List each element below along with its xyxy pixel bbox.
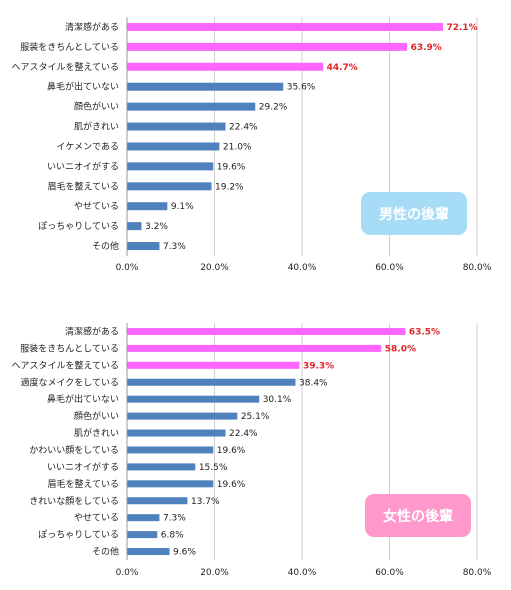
value-label: 38.4%: [299, 378, 328, 388]
chart-badge-female: [365, 494, 471, 537]
value-label: 58.0%: [385, 344, 416, 354]
bar: [127, 378, 296, 386]
value-label: 15.5%: [199, 463, 228, 473]
bar: [127, 446, 214, 454]
bar: [127, 344, 382, 352]
value-label: 22.4%: [229, 429, 258, 439]
category-label: 眉毛を整えている: [47, 478, 119, 490]
category-label: 清潔感がある: [65, 325, 119, 337]
chart-badge-label: 男性の後輩: [379, 206, 449, 223]
chart-badge-male: [361, 192, 467, 235]
bar: [127, 62, 324, 71]
x-tick-label: 60.0%: [375, 568, 404, 578]
x-tick-label: 80.0%: [463, 263, 492, 273]
value-label: 13.7%: [191, 497, 220, 507]
bar: [127, 102, 256, 111]
category-label: いいニオイがする: [47, 461, 119, 473]
bar: [127, 463, 196, 471]
value-label: 7.3%: [163, 242, 186, 252]
bar: [127, 395, 260, 403]
bar: [127, 531, 158, 539]
bar: [127, 22, 443, 31]
category-label: 肌がきれい: [74, 427, 119, 439]
category-label: その他: [92, 240, 119, 252]
value-label: 7.3%: [163, 514, 186, 524]
value-label: 30.1%: [263, 395, 292, 405]
bar: [127, 142, 220, 151]
value-label: 19.6%: [217, 162, 246, 172]
x-tick-label: 20.0%: [200, 568, 229, 578]
bar: [127, 429, 226, 437]
category-label: 鼻毛が出ていない: [47, 393, 119, 405]
female-junior-chart: 0.0% 20.0% 40.0% 60.0% 80.0% 清潔感がある 63.5% 服装をきち…: [11, 323, 492, 578]
x-tick-label: 0.0%: [116, 263, 139, 273]
bar: [127, 202, 168, 211]
value-label: 9.6%: [173, 548, 196, 558]
x-tick-label: 80.0%: [463, 568, 492, 578]
bar: [127, 480, 214, 488]
category-label: 服装をきちんとしている: [20, 342, 119, 354]
value-label: 6.8%: [161, 531, 184, 541]
category-label: ヘアスタイルを整えている: [11, 61, 119, 73]
bar: [127, 412, 238, 420]
x-tick-label: 0.0%: [116, 568, 139, 578]
category-label: やせている: [74, 201, 119, 212]
category-label: やせている: [74, 513, 119, 524]
bar: [127, 514, 160, 522]
category-label: イケメンである: [56, 141, 119, 152]
category-label: ぽっちゃりしている: [38, 221, 119, 232]
x-tick-label: 40.0%: [288, 568, 317, 578]
bar: [127, 42, 408, 51]
category-label: 鼻毛が出ていない: [47, 81, 119, 93]
value-label: 39.3%: [303, 361, 334, 371]
category-label: ぽっちゃりしている: [38, 530, 119, 541]
category-label: かわいい顔をしている: [29, 444, 119, 456]
x-tick-label: 40.0%: [288, 263, 317, 273]
category-label: 適度なメイクをしている: [20, 376, 119, 388]
category-label: 服装をきちんとしている: [20, 41, 119, 53]
male-junior-chart: 0.0% 20.0% 40.0% 60.0% 80.0% 清潔感がある 72.1% 服装をきち…: [11, 17, 492, 273]
bar: [127, 122, 226, 131]
value-label: 29.2%: [259, 103, 288, 113]
value-label: 72.1%: [446, 23, 477, 33]
value-label: 21.0%: [223, 142, 252, 152]
category-label: きれいな顔をしている: [29, 495, 119, 507]
value-label: 63.5%: [409, 327, 440, 337]
category-label: ヘアスタイルを整えている: [11, 359, 119, 371]
bar: [127, 497, 188, 505]
bar: [127, 327, 406, 335]
value-label: 3.2%: [145, 222, 168, 232]
category-label: 顔色がいい: [74, 101, 119, 113]
value-label: 19.6%: [217, 446, 246, 456]
bar: [127, 182, 212, 191]
value-label: 22.4%: [229, 123, 258, 133]
bar: [127, 222, 142, 231]
category-label: 清潔感がある: [65, 21, 119, 33]
value-label: 19.6%: [217, 480, 246, 490]
bar: [127, 361, 300, 369]
category-label: いいニオイがする: [47, 160, 119, 172]
value-label: 19.2%: [215, 182, 244, 192]
chart-badge-label: 女性の後輩: [383, 508, 453, 525]
value-label: 9.1%: [171, 202, 194, 212]
category-label: 眉毛を整えている: [47, 180, 119, 192]
x-tick-label: 60.0%: [375, 263, 404, 273]
value-label: 35.6%: [287, 83, 316, 93]
x-tick-label: 20.0%: [200, 263, 229, 273]
value-label: 25.1%: [241, 412, 270, 422]
bar: [127, 242, 160, 251]
category-label: 顔色がいい: [74, 410, 119, 422]
bar: [127, 162, 214, 171]
value-label: 63.9%: [411, 43, 442, 53]
value-label: 44.7%: [327, 63, 358, 73]
category-label: 肌がきれい: [74, 121, 119, 133]
bar: [127, 82, 284, 91]
bar: [127, 548, 170, 556]
category-label: その他: [92, 546, 119, 558]
